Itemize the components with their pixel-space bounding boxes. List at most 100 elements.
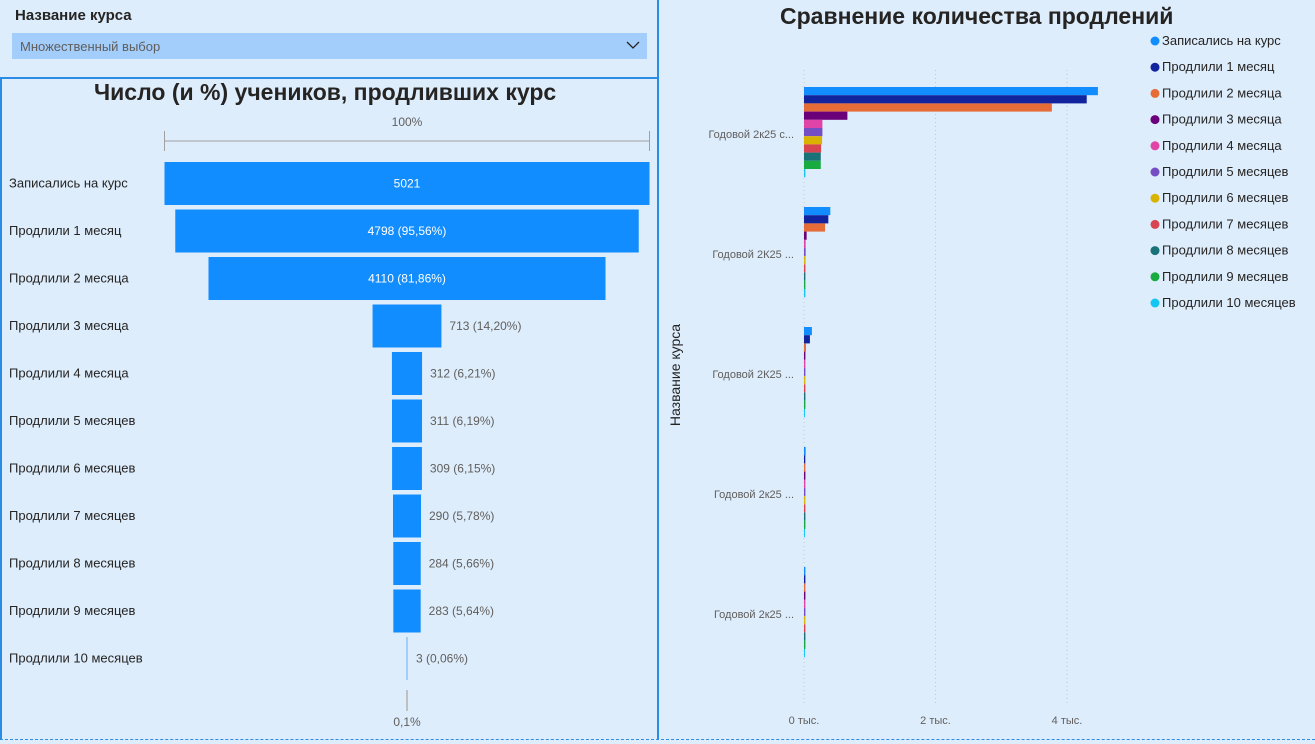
legend-item[interactable]: Записались на курс [1150,33,1282,48]
funnel-category-label: Продлили 3 месяца [9,318,129,333]
legend-item[interactable]: Продлили 2 месяца [1150,85,1283,100]
bar-segment[interactable] [804,289,806,298]
bar-segment[interactable] [804,136,823,145]
funnel-bar[interactable] [372,304,442,348]
bar-segment[interactable] [804,447,806,456]
y-category-label: Годовой 2к25 ... [714,489,794,501]
bar-segment[interactable] [804,335,810,344]
legend-item[interactable]: Продлили 9 месяцев [1150,269,1289,284]
legend-item[interactable]: Продлили 10 месяцев [1150,295,1296,310]
bar-segment[interactable] [804,520,806,529]
bar-segment[interactable] [804,215,829,224]
x-tick-label: 2 тыс. [920,715,951,727]
bar-segment[interactable] [804,409,805,418]
legend-label: Продлили 9 месяцев [1162,269,1288,284]
bar-segment[interactable] [804,608,806,617]
bar-segment[interactable] [804,256,806,265]
bar-segment[interactable] [804,87,1098,96]
bar-segment[interactable] [804,111,848,120]
funnel-category-label: Продлили 4 месяца [9,366,129,381]
bar-segment[interactable] [804,103,1052,112]
funnel-bar[interactable] [208,257,606,300]
bar-segment[interactable] [804,223,826,232]
bar-segment[interactable] [804,128,823,137]
bar-segment[interactable] [804,479,806,488]
legend-label: Продлили 10 месяцев [1162,295,1296,310]
bar-segment[interactable] [804,583,806,592]
funnel-bottom-label: 0,1% [393,715,421,729]
bar-segment[interactable] [804,616,806,625]
bar-segment[interactable] [804,591,806,600]
funnel-data-label: 3 (0,06%) [416,652,468,666]
bar-segment[interactable] [804,392,806,401]
bar-segment[interactable] [804,169,806,178]
legend-label: Продлили 7 месяцев [1162,216,1288,231]
funnel-bar[interactable] [392,494,422,538]
course-dropdown[interactable]: Множественный выбор [12,33,647,59]
bar-segment[interactable] [804,632,806,641]
bar-segment[interactable] [804,327,812,336]
bar-segment[interactable] [804,248,806,257]
bar-segment[interactable] [804,119,823,128]
funnel-bar[interactable] [175,209,639,253]
bar-chart-panel: Сравнение количества продлений 0 тыс. 2 т… [659,0,1315,741]
bar-segment[interactable] [804,231,807,240]
legend-marker [1150,167,1160,177]
funnel-bar[interactable] [393,542,421,585]
y-category-label: Годовой 2к25 ... [714,609,794,621]
bar-segment[interactable] [804,624,806,633]
bar-segment[interactable] [804,400,806,409]
bar-segment[interactable] [804,207,831,216]
bar-segment[interactable] [804,280,806,289]
funnel-top-bracket [164,131,650,151]
bar-segment[interactable] [804,368,806,377]
x-tick-label: 0 тыс. [789,715,820,727]
bar-segment[interactable] [804,152,821,161]
funnel-chart-panel: Число (и %) учеников, продливших курс 10… [0,79,659,741]
legend-item[interactable]: Продлили 8 месяцев [1150,243,1289,258]
bar-segment[interactable] [804,567,806,576]
bar-segment[interactable] [804,264,806,273]
bar-segment[interactable] [804,529,805,538]
bar-segment[interactable] [804,160,821,169]
funnel-category-label: Продлили 5 месяцев [9,413,135,428]
bar-segment[interactable] [804,144,822,153]
legend-label: Записались на курс [1162,33,1281,48]
funnel-bar[interactable] [391,352,423,395]
y-category-label: Годовой 2К25 ... [712,369,794,381]
bar-segment[interactable] [804,496,806,505]
funnel-bar[interactable] [164,162,650,205]
bar-segment[interactable] [804,376,806,385]
bar-segment[interactable] [804,640,806,649]
bar-segment[interactable] [804,504,806,513]
legend-item[interactable]: Продлили 5 месяцев [1150,164,1289,179]
legend-item[interactable]: Продлили 3 месяца [1150,112,1283,127]
funnel-category-label: Продлили 8 месяцев [9,556,135,571]
bar-segment[interactable] [804,95,1087,104]
bar-segment[interactable] [804,488,806,497]
bar-segment[interactable] [804,343,806,352]
bar-segment[interactable] [804,463,806,472]
bar-segment[interactable] [804,272,806,281]
bar-segment[interactable] [804,455,806,464]
bar-segment[interactable] [804,471,806,480]
legend-item[interactable]: Продлили 1 месяц [1150,59,1275,74]
funnel-data-label: 290 (5,78%) [429,509,494,523]
bar-segment[interactable] [804,351,806,360]
funnel-bar[interactable] [406,637,408,680]
legend-item[interactable]: Продлили 4 месяца [1150,138,1283,153]
legend-item[interactable]: Продлили 7 месяцев [1150,216,1289,231]
funnel-bar[interactable] [392,447,422,490]
bar-segment[interactable] [804,359,806,368]
bar-segment[interactable] [804,599,806,608]
bar-segment[interactable] [804,575,806,584]
funnel-bar[interactable] [393,589,421,633]
bar-segment[interactable] [804,649,805,658]
bar-segment[interactable] [804,384,806,393]
funnel-bar[interactable] [391,399,423,443]
legend-marker [1150,36,1160,46]
bar-segment[interactable] [804,239,806,248]
bar-segment[interactable] [804,512,806,521]
legend-item[interactable]: Продлили 6 месяцев [1150,190,1289,205]
course-slicer: Название курса Множественный выбор [0,0,659,79]
